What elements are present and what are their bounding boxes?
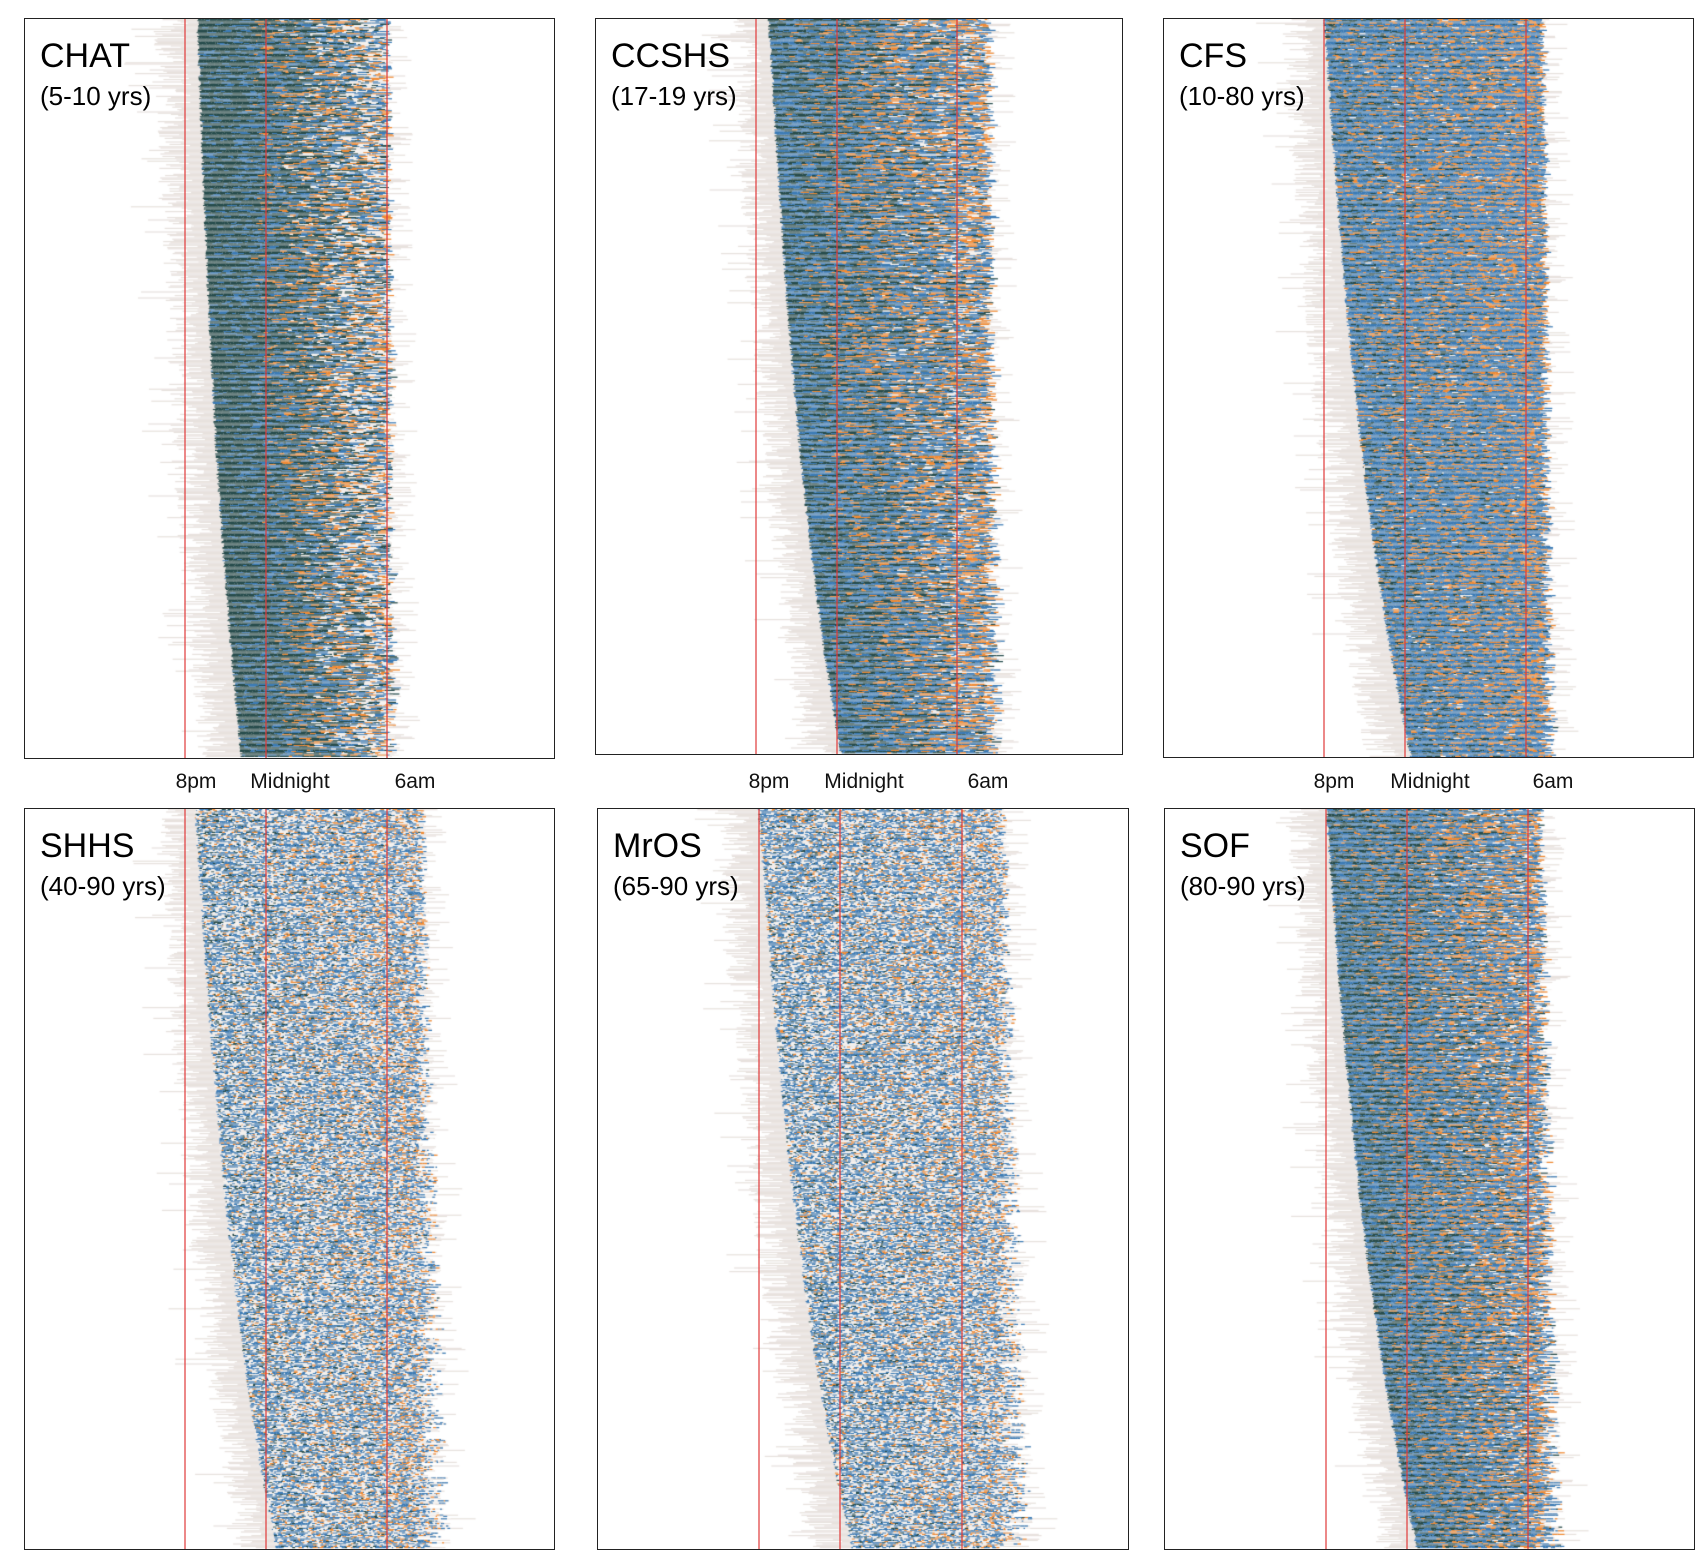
panel-title: CCSHS (611, 37, 731, 75)
panel-age-range: (40-90 yrs) (40, 871, 166, 901)
panel-age-range: (80-90 yrs) (1180, 871, 1306, 901)
marker-lines-ccshs (755, 19, 958, 754)
sleep-raster-chat (25, 19, 554, 758)
panel-age-range: (17-19 yrs) (611, 81, 737, 111)
x-tick-label: 8pm (748, 770, 790, 793)
panel-title: CHAT (40, 37, 131, 75)
panel-age-range: (10-80 yrs) (1179, 81, 1305, 111)
panel-age-range: (65-90 yrs) (613, 871, 739, 901)
marker-lines-cfs (1323, 19, 1527, 757)
marker-lines-mros (758, 809, 963, 1549)
panel-title: CFS (1179, 37, 1247, 75)
sleep-raster-shhs (25, 809, 554, 1549)
panel-ccshs: CCSHS (17-19 yrs) (595, 18, 1123, 755)
panel-sof: SOF (80-90 yrs) (1164, 808, 1695, 1550)
panel-shhs: SHHS (40-90 yrs) (24, 808, 555, 1550)
marker-lines-chat (184, 19, 388, 758)
sleep-raster-mros (598, 809, 1128, 1549)
x-tick-label: 8pm (1313, 770, 1355, 793)
marker-lines-sof (1325, 809, 1529, 1549)
x-tick-label: Midnight (824, 770, 904, 793)
panel-age-range: (5-10 yrs) (40, 81, 152, 111)
panel-title: SHHS (40, 827, 135, 865)
sleep-raster-cfs (1164, 19, 1693, 757)
panel-chat: CHAT (5-10 yrs) (24, 18, 555, 759)
x-tick-label: Midnight (1390, 770, 1470, 793)
x-tick-label: 6am (1532, 770, 1574, 793)
sleep-raster-ccshs (596, 19, 1122, 754)
panel-cfs: CFS (10-80 yrs) (1163, 18, 1694, 758)
sleep-raster-sof (1165, 809, 1694, 1549)
panel-title: SOF (1180, 827, 1250, 865)
x-tick-label: Midnight (250, 770, 330, 793)
panel-title: MrOS (613, 827, 702, 865)
marker-lines-shhs (184, 809, 388, 1549)
x-tick-label: 6am (394, 770, 436, 793)
x-tick-label: 8pm (175, 770, 217, 793)
panel-mros: MrOS (65-90 yrs) (597, 808, 1129, 1550)
x-tick-label: 6am (967, 770, 1009, 793)
